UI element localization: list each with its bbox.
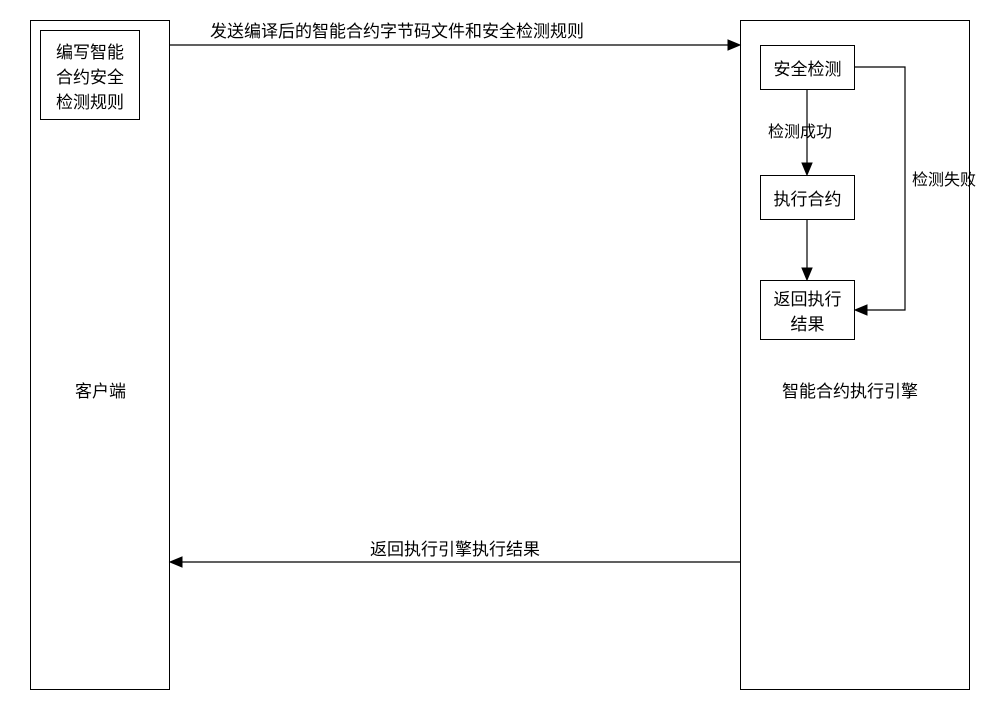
client-label: 客户端 [75, 380, 126, 404]
edge-label-fail: 检测失败 [912, 170, 976, 192]
arrow-return-label: 返回执行引擎执行结果 [370, 538, 540, 562]
client-rule-text: 编写智能 合约安全 检测规则 [56, 38, 124, 113]
arrow-send-head [728, 40, 740, 50]
diagram-canvas: 编写智能 合约安全 检测规则 客户端 智能合约执行引擎 安全检测 执行合约 返回… [0, 0, 1000, 723]
node-security: 安全检测 [760, 45, 855, 90]
arrow-send-label: 发送编译后的智能合约字节码文件和安全检测规则 [210, 20, 584, 44]
arrow-return-head [170, 557, 182, 567]
engine-label: 智能合约执行引擎 [782, 380, 918, 404]
client-box [30, 20, 170, 690]
node-result: 返回执行 结果 [760, 280, 855, 340]
client-rule-box: 编写智能 合约安全 检测规则 [40, 30, 140, 120]
node-execute: 执行合约 [760, 175, 855, 220]
engine-box [740, 20, 970, 690]
edge-label-success: 检测成功 [768, 122, 832, 144]
